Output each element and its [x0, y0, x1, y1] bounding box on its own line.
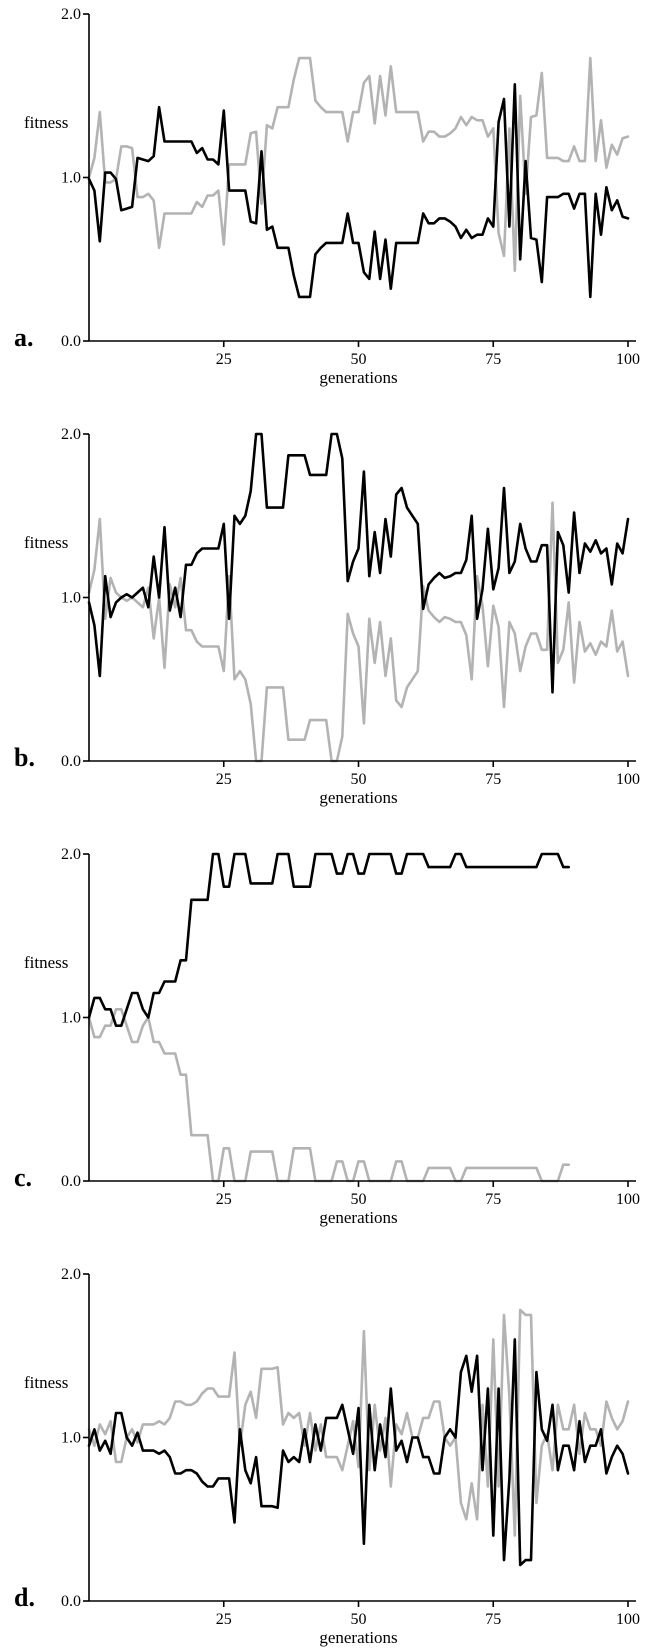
series-line-dark [87, 432, 630, 694]
series-line-dark [87, 1338, 630, 1567]
series-line-dark [87, 83, 630, 299]
x-tick-label: 25 [216, 1611, 232, 1628]
x-tick-label: 50 [351, 1611, 367, 1628]
x-tick-label: 25 [216, 771, 232, 788]
series-line-light [87, 1308, 630, 1537]
x-tick-label: 75 [485, 1611, 501, 1628]
y-tick-label: 1.0 [61, 1010, 81, 1027]
x-axis-label: generations [319, 368, 397, 387]
x-tick-label: 100 [616, 351, 640, 368]
y-tick-label: 2.0 [61, 846, 81, 863]
panel-letter: c. [14, 1163, 32, 1192]
panel-letter: d. [14, 1583, 35, 1612]
x-tick-label: 75 [485, 1191, 501, 1208]
x-tick-label: 50 [351, 351, 367, 368]
y-tick-label: 1.0 [61, 590, 81, 607]
y-tick-label: 0.0 [61, 1173, 81, 1190]
panel-letter: b. [14, 743, 35, 772]
x-tick-label: 100 [616, 1191, 640, 1208]
y-tick-label: 0.0 [61, 1593, 81, 1610]
x-tick-label: 50 [351, 1191, 367, 1208]
series-line-light [87, 501, 630, 763]
y-tick-label: 1.0 [61, 170, 81, 187]
y-axis-label: fitness [24, 113, 68, 132]
x-tick-label: 25 [216, 1191, 232, 1208]
series-line-light [87, 56, 630, 273]
y-axis-label: fitness [24, 533, 68, 552]
chart-panel-2: 0.0 1.0 2.0 25 50 75 100 fitness generations b. [14, 426, 640, 807]
x-tick-label: 100 [616, 1611, 640, 1628]
y-axis-label: fitness [24, 953, 68, 972]
y-tick-label: 2.0 [61, 6, 81, 23]
x-tick-label: 75 [485, 771, 501, 788]
y-tick-label: 0.0 [61, 333, 81, 350]
chart-panel-1: 0.0 1.0 2.0 25 50 75 100 fitness generations a. [14, 6, 640, 387]
x-tick-label: 50 [351, 771, 367, 788]
y-axis-label: fitness [24, 1373, 68, 1392]
panel-letter: a. [14, 323, 34, 352]
x-axis-label: generations [319, 788, 397, 807]
chart-panel-4: 0.0 1.0 2.0 25 50 75 100 fitness generations d. [14, 1266, 640, 1647]
x-axis-label: generations [319, 1208, 397, 1227]
y-tick-label: 2.0 [61, 1266, 81, 1283]
y-tick-label: 2.0 [61, 426, 81, 443]
series-line-light [87, 1007, 571, 1183]
chart-panel-3: 0.0 1.0 2.0 25 50 75 100 fitness generations c. [14, 846, 640, 1227]
x-axis-label: generations [319, 1628, 397, 1647]
series-line-dark [87, 852, 571, 1027]
y-tick-label: 0.0 [61, 753, 81, 770]
x-tick-label: 100 [616, 771, 640, 788]
x-tick-label: 25 [216, 351, 232, 368]
x-tick-label: 75 [485, 351, 501, 368]
y-tick-label: 1.0 [61, 1430, 81, 1447]
